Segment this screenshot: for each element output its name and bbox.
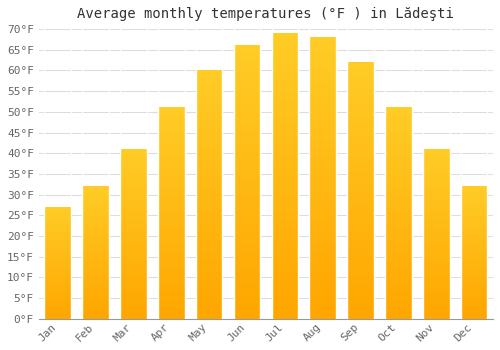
Title: Average monthly temperatures (°F ) in Lădeşti: Average monthly temperatures (°F ) in Lă… — [78, 7, 454, 21]
